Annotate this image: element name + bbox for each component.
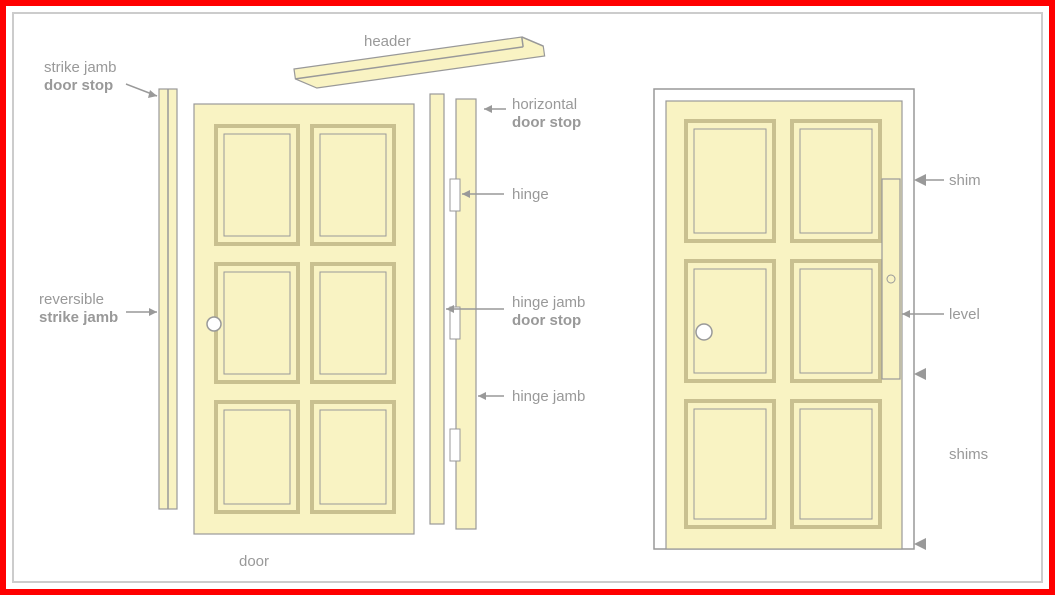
outer-frame: header strike jamb door stop horizontal … xyxy=(0,0,1055,595)
label-hinge-jamb-door-stop-l1: hinge jamb xyxy=(512,294,585,311)
label-strike-jamb-door-stop-l2: door stop xyxy=(44,77,113,94)
label-shim-top: shim xyxy=(949,172,981,189)
label-door: door xyxy=(239,553,269,570)
header-piece xyxy=(294,34,545,91)
shim-marker-1 xyxy=(914,174,926,186)
door-right xyxy=(666,101,902,549)
label-reversible-strike-jamb-l1: reversible xyxy=(39,291,104,308)
door-knob-left xyxy=(207,317,221,331)
label-reversible-strike-jamb-l2: strike jamb xyxy=(39,309,118,326)
inner-frame: header strike jamb door stop horizontal … xyxy=(12,12,1043,583)
label-hinge-jamb-door-stop-l2: door stop xyxy=(512,312,581,329)
shim-marker-3 xyxy=(914,538,926,550)
strike-jamb-door-stop-piece xyxy=(159,89,177,509)
label-horizontal-door-stop-l1: horizontal xyxy=(512,96,577,113)
label-hinge: hinge xyxy=(512,186,549,203)
label-shims: shims xyxy=(949,446,988,463)
label-level: level xyxy=(949,306,980,323)
label-strike-jamb-door-stop-l1: strike jamb xyxy=(44,59,117,76)
shim-marker-2 xyxy=(914,368,926,380)
hinge-jamb-piece xyxy=(450,99,476,529)
label-horizontal-door-stop-l2: door stop xyxy=(512,114,581,131)
label-hinge-jamb: hinge jamb xyxy=(512,388,585,405)
level-bar xyxy=(882,179,900,379)
door-piece xyxy=(194,104,414,534)
label-header: header xyxy=(364,33,411,50)
door-knob-right xyxy=(696,324,712,340)
diagram-canvas: header strike jamb door stop horizontal … xyxy=(14,14,1053,593)
hinge-jamb-door-stop-piece xyxy=(430,94,444,524)
